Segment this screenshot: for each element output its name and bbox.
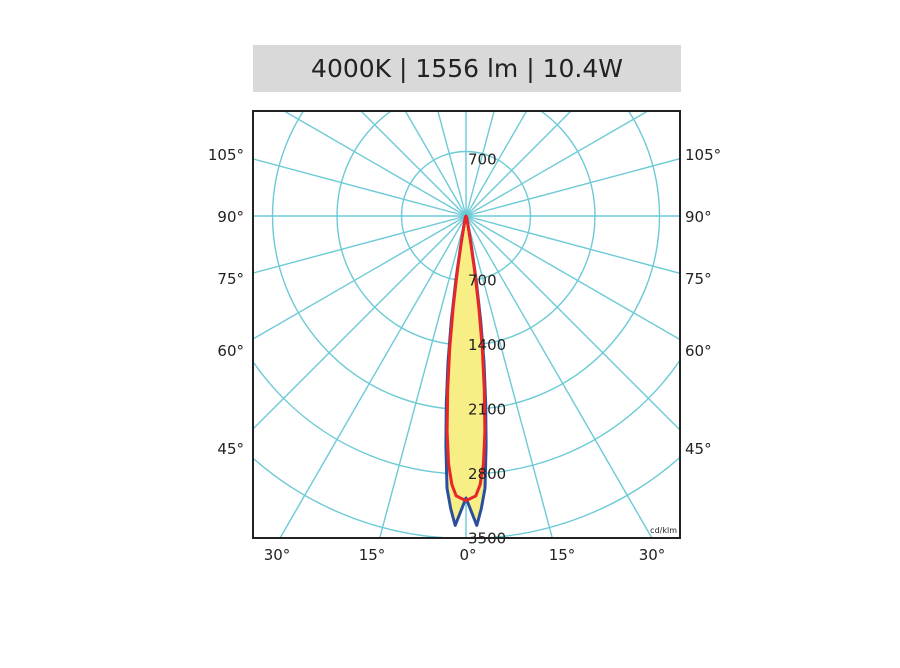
grid-spoke-135 (465, 111, 572, 217)
bottom-angle-label: 30° (264, 546, 291, 564)
grid-spoke-105 (465, 157, 680, 217)
angle-labels: 105° 90° 75° 60° 45° 105° 90° 75° 60° 45° 30° 15° 0°… (208, 146, 721, 564)
right-angle-label: 90° (685, 208, 712, 226)
left-angle-label: 75° (217, 270, 244, 288)
grid-spoke-150 (465, 111, 528, 217)
grid-spoke-45 (465, 215, 680, 431)
grid-spoke-345 (378, 215, 467, 538)
right-angle-label: 75° (685, 270, 712, 288)
grid-spoke-285 (253, 215, 467, 274)
grid-spoke-30 (465, 215, 653, 538)
grid-spoke-210 (404, 111, 467, 217)
ring-label-2: 1400 (468, 336, 506, 354)
right-angle-label: 60° (685, 342, 712, 360)
grid-spoke-15 (465, 215, 554, 538)
left-angle-label: 105° (208, 146, 244, 164)
right-angle-label: 105° (685, 146, 721, 164)
bottom-angle-label: 30° (639, 546, 666, 564)
grid-spoke-315 (253, 215, 467, 430)
ring-label-4: 2800 (468, 465, 506, 483)
bottom-angle-label: 15° (549, 546, 576, 564)
plot-frame (252, 110, 681, 539)
bottom-angle-label: 0° (459, 546, 476, 564)
left-angle-label: 60° (217, 342, 244, 360)
grid-spoke-60 (465, 215, 680, 341)
grid-spoke-225 (360, 111, 467, 217)
grid-spoke-120 (465, 111, 650, 217)
intensity-curves (444, 214, 488, 527)
ring-label-3: 2100 (468, 401, 506, 419)
unit-label: cd/klm (650, 526, 677, 535)
ring-label-1: 700 (468, 272, 497, 290)
left-angle-label: 45° (217, 440, 244, 458)
intensity-curve-2 (445, 214, 487, 503)
left-angle-label: 90° (217, 208, 244, 226)
grid-spoke-330 (279, 215, 467, 538)
grid-spoke-300 (253, 215, 467, 340)
grid-spoke-165 (465, 111, 495, 217)
grid-spoke-195 (437, 111, 467, 217)
grid-spoke-255 (253, 158, 467, 217)
right-angle-label: 45° (685, 440, 712, 458)
chart-header: 4000K | 1556 lm | 10.4W (253, 45, 681, 92)
bottom-angle-label: 15° (359, 546, 386, 564)
grid-spoke-240 (282, 111, 467, 217)
grid-spoke-75 (465, 215, 680, 275)
ring-label-upper: 700 (468, 151, 497, 169)
